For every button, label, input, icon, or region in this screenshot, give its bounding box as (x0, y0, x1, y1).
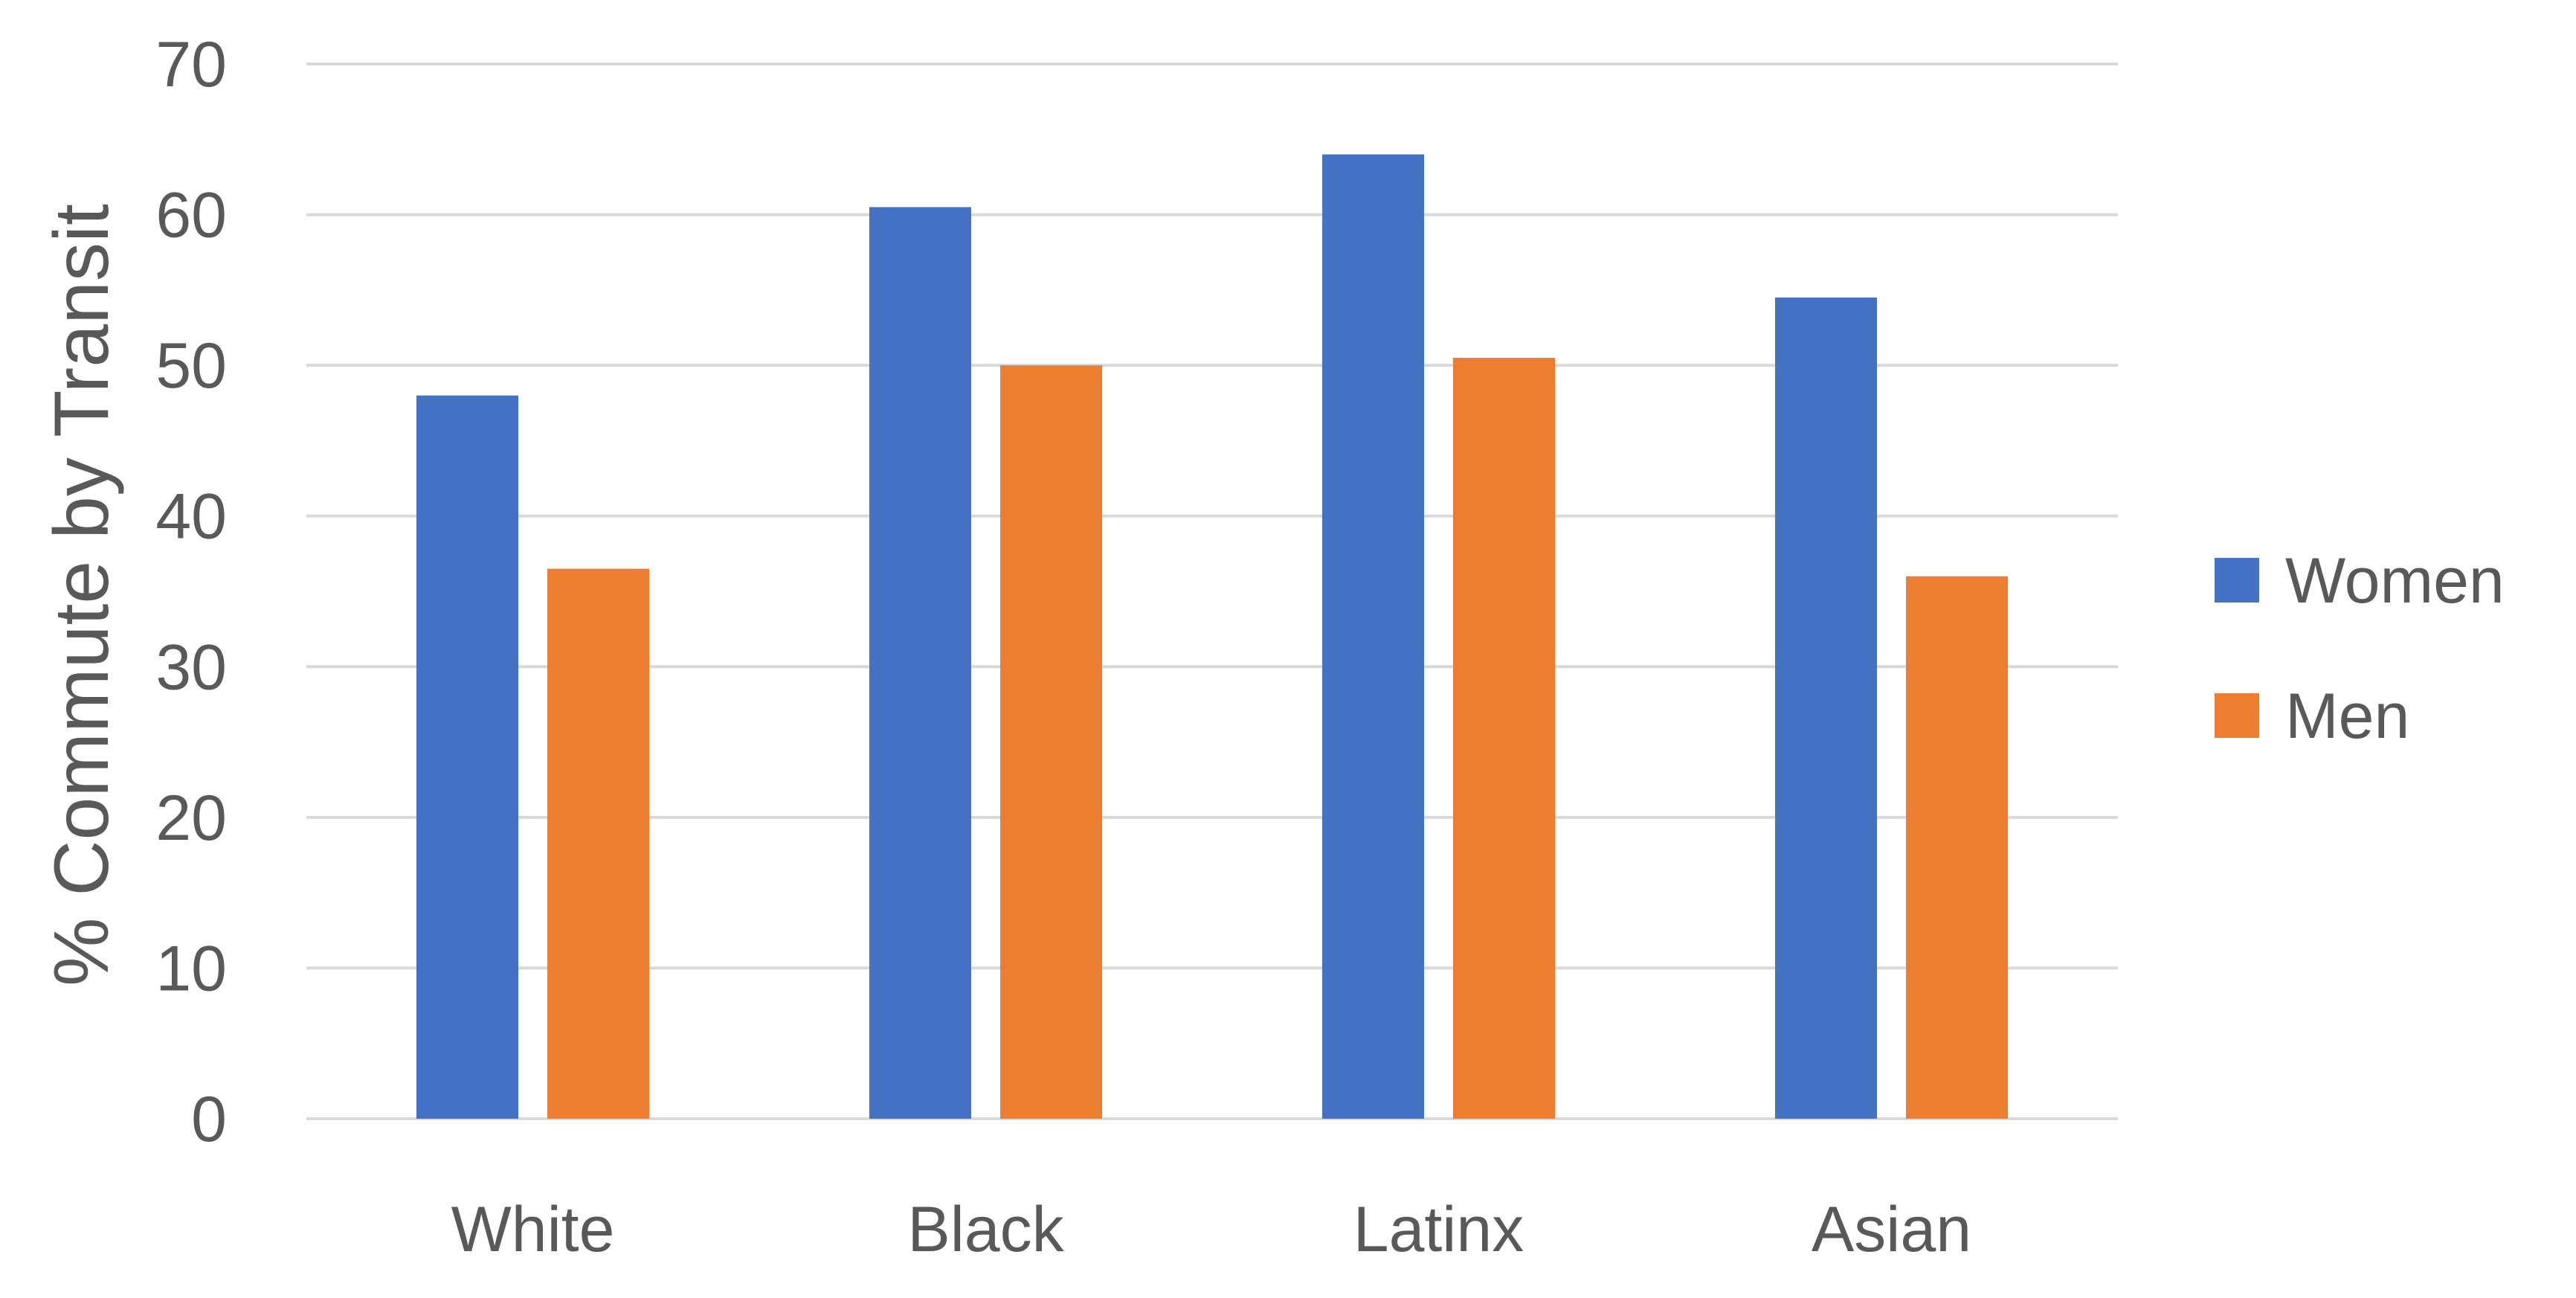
y-tick-label: 50 (155, 330, 227, 402)
legend-label-women: Women (2285, 545, 2505, 617)
x-tick-label: White (451, 1194, 615, 1265)
y-tick-label: 60 (155, 180, 227, 251)
x-tick-label: Latinx (1353, 1194, 1524, 1265)
legend-swatch-women (2215, 558, 2259, 603)
bar-women-black (869, 207, 971, 1119)
legend: Women Men (2215, 545, 2505, 752)
y-tick-label: 0 (191, 1084, 227, 1155)
bar-women-latinx (1322, 154, 1424, 1119)
bar-men-white (547, 568, 649, 1119)
x-tick-label: Asian (1812, 1194, 1971, 1265)
bar-men-asian (1906, 576, 2008, 1119)
legend-label-men: Men (2285, 681, 2409, 752)
y-tick-label: 10 (155, 933, 227, 1004)
x-axis-tick-labels: White Black Latinx Asian (451, 1194, 1971, 1265)
y-tick-label: 30 (155, 632, 227, 703)
legend-swatch-men (2215, 693, 2259, 738)
y-tick-label: 40 (155, 481, 227, 553)
bar-women-white (416, 395, 518, 1119)
y-axis-label: % Commute by Transit (39, 204, 125, 986)
y-axis-tick-labels: 0 10 20 30 40 50 60 70 (155, 29, 227, 1155)
bars (416, 154, 2008, 1119)
x-tick-label: Black (907, 1194, 1064, 1265)
y-tick-label: 20 (155, 783, 227, 854)
y-tick-label: 70 (155, 29, 227, 100)
bar-men-latinx (1453, 358, 1555, 1119)
bar-men-black (1000, 365, 1102, 1119)
bar-women-asian (1775, 297, 1877, 1119)
